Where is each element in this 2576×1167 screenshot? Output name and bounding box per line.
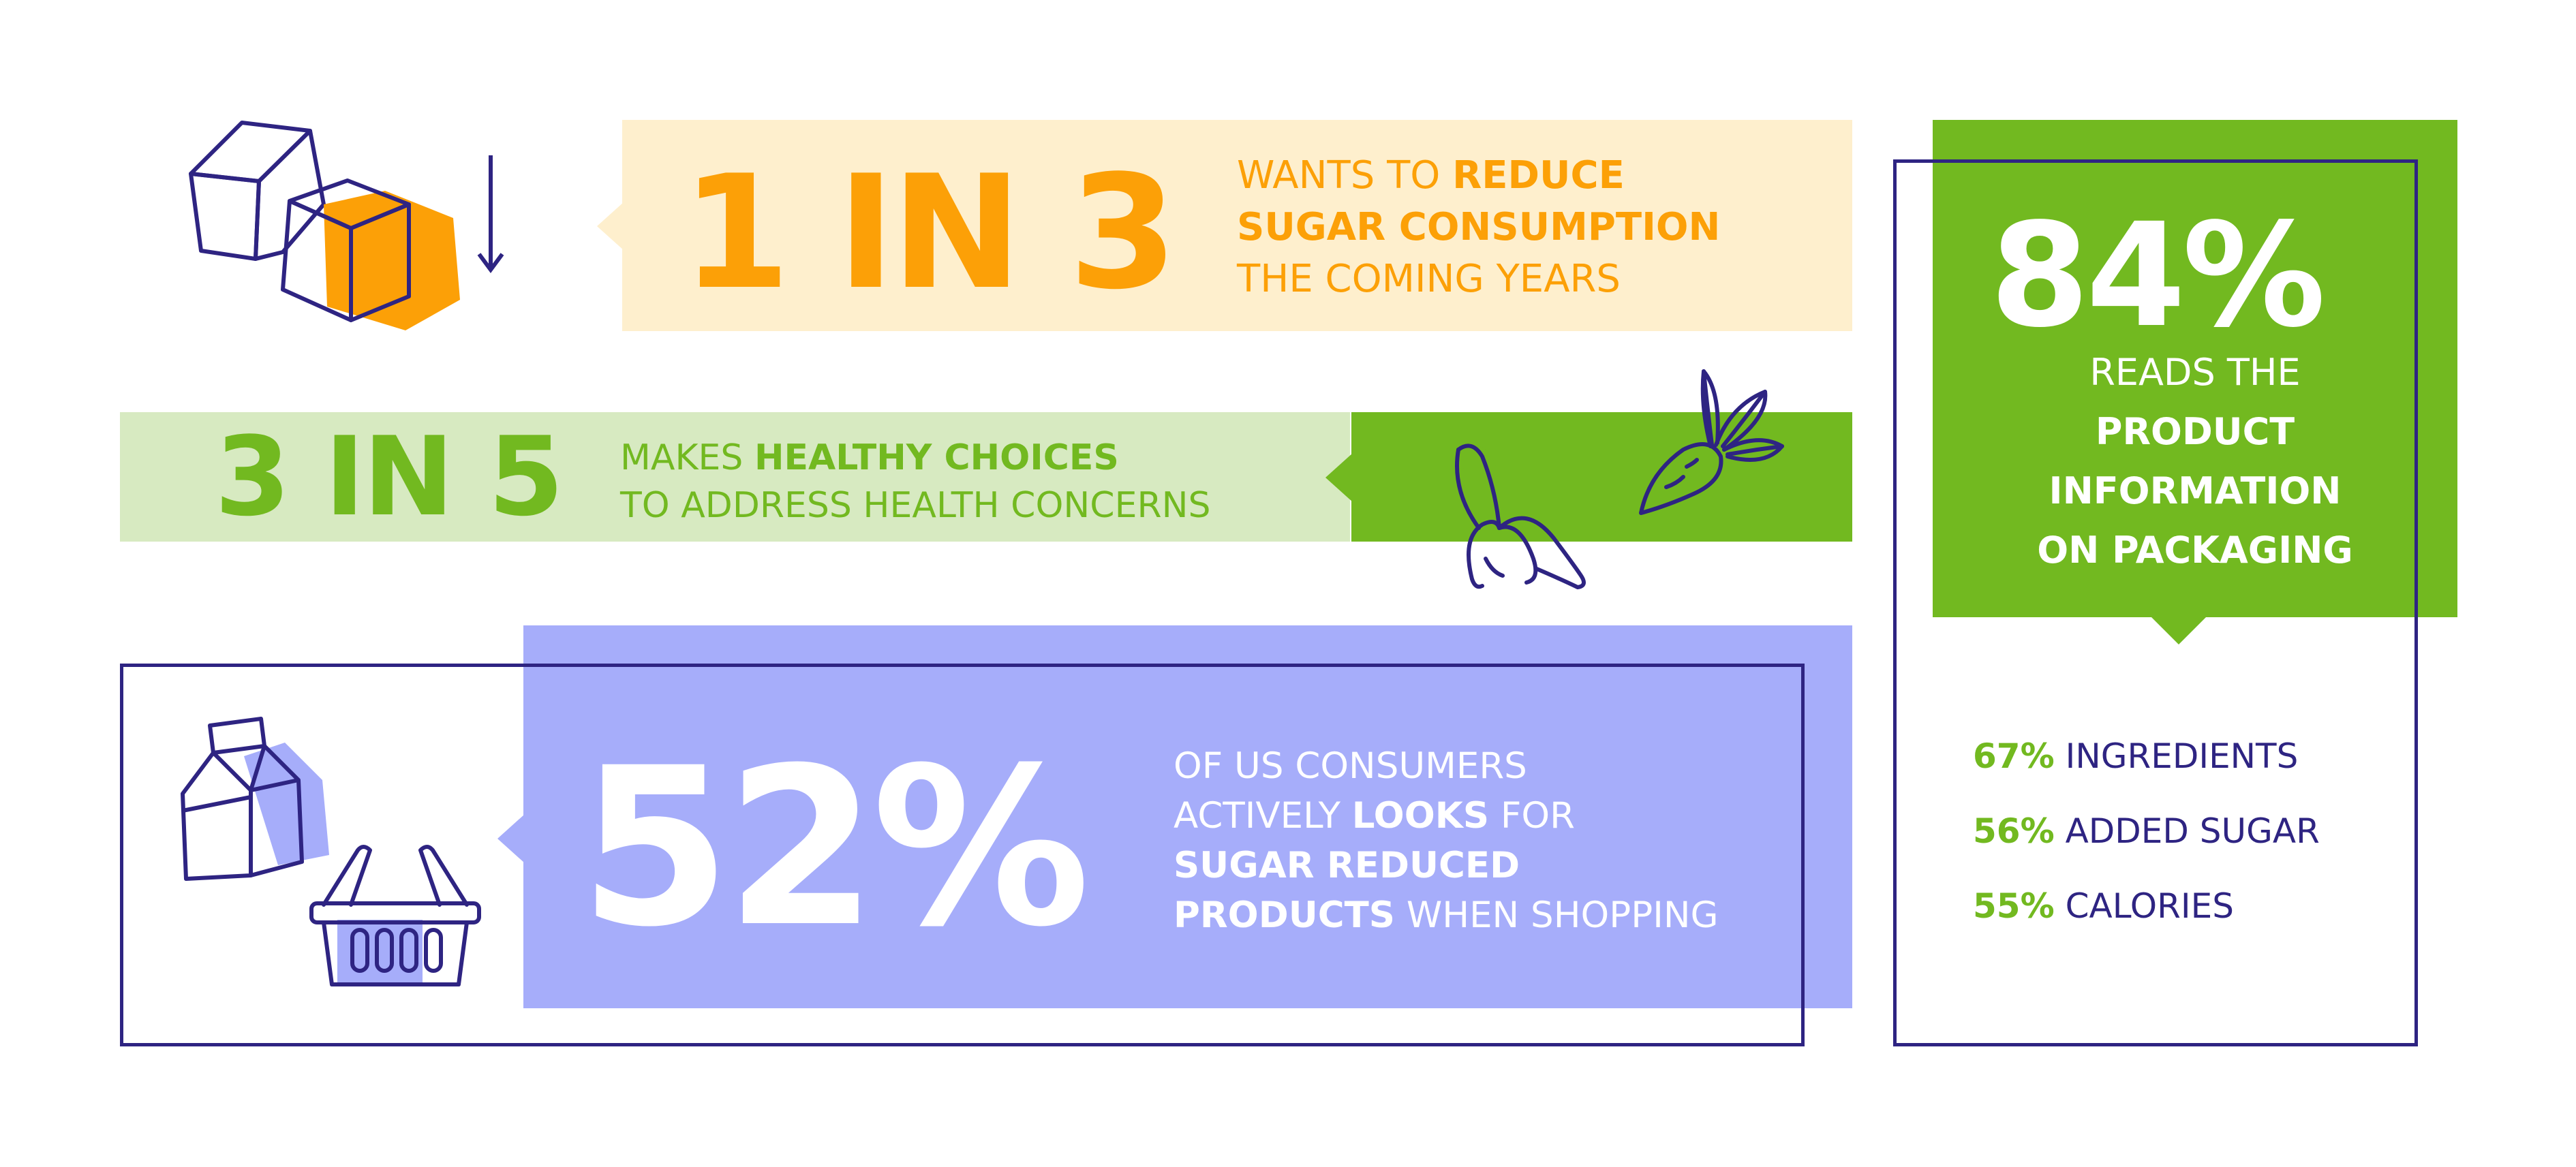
breakdown-pct: 67% [1973,736,2055,776]
stat-three-panel [523,625,1852,1008]
breakdown-pct: 55% [1973,886,2055,926]
stat-four-breakdown-list: 67% INGREDIENTS 56% ADDED SUGAR 55% CALO… [1973,739,2320,923]
breakdown-label: CALORIES [2065,886,2234,926]
stat-one-pointer [597,202,624,251]
breakdown-label: INGREDIENTS [2065,736,2299,776]
breakdown-label: ADDED SUGAR [2065,811,2320,851]
breakdown-pct: 56% [1973,811,2055,851]
stat-three-frame [120,664,1805,1046]
shopping-basket-icon [309,845,481,986]
breakdown-item: 56% ADDED SUGAR [1973,814,2320,848]
stat-four-panel [1933,120,2457,617]
stat-one-figure: 1 IN 3 [681,142,1178,324]
stat-three-figure: 52% [579,721,1090,975]
radish-icon [1639,369,1784,515]
banana-icon [1455,444,1586,589]
stat-one-panel [622,120,1852,331]
stat-four-frame [1893,159,2418,1046]
stat-two-pointer [1325,453,1353,502]
sugar-cubes-icon [189,121,460,330]
stat-two-panel [120,412,1350,542]
stat-three-text: OF US CONSUMERS ACTIVELY LOOKS FOR SUGAR… [1174,745,1719,936]
stat-two-green-block [1351,412,1852,542]
breakdown-item: 55% CALORIES [1973,889,2320,923]
breakdown-item: 67% INGREDIENTS [1973,739,2320,773]
stat-four-pointer [2150,616,2207,644]
stat-two-text: MAKES HEALTHY CHOICES TO ADDRESS HEALTH … [620,437,1211,526]
down-arrow-icon [477,155,504,274]
stat-two-figure: 3 IN 5 [215,413,564,540]
stat-four-text: READS THE PRODUCT INFORMATION ON PACKAGI… [2037,351,2353,572]
stat-three-pointer [497,814,525,863]
milk-carton-icon [181,717,329,881]
stat-one-text: WANTS TO REDUCE SUGAR CONSUMPTION THE CO… [1237,153,1721,301]
stat-four-figure: 84% [1990,192,2326,359]
